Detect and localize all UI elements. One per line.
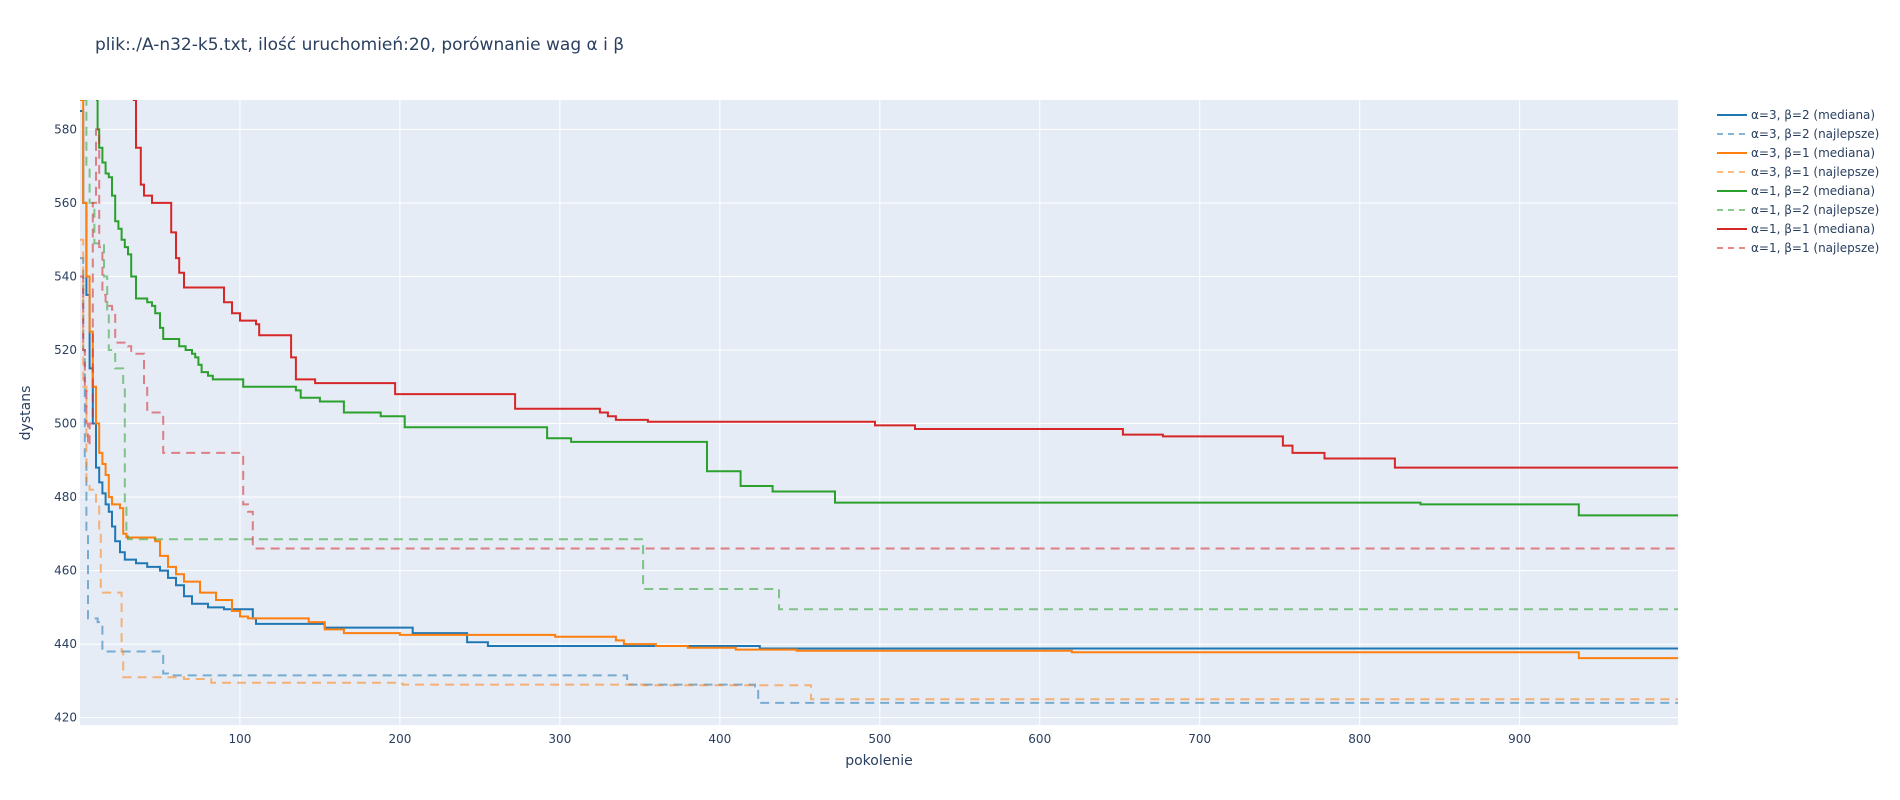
legend-item[interactable]: α=1, β=1 (najlepsze) xyxy=(1717,241,1879,255)
legend-label: α=1, β=1 (mediana) xyxy=(1751,222,1875,236)
series-line-8 xyxy=(80,128,1678,550)
y-tick-label: 440 xyxy=(54,637,77,651)
y-tick-label: 520 xyxy=(54,343,77,357)
series-line-4 xyxy=(80,238,1678,701)
legend-item[interactable]: α=1, β=1 (mediana) xyxy=(1717,222,1875,236)
y-tick-label: 500 xyxy=(54,417,77,431)
legend-item[interactable]: α=3, β=1 (najlepsze) xyxy=(1717,165,1879,179)
series-layer xyxy=(80,100,1678,704)
x-tick-label: 400 xyxy=(708,732,731,746)
legend-item[interactable]: α=1, β=2 (mediana) xyxy=(1717,184,1875,198)
x-tick-label: 100 xyxy=(229,732,252,746)
legend-item[interactable]: α=3, β=1 (mediana) xyxy=(1717,146,1875,160)
y-tick-label: 420 xyxy=(54,711,77,725)
legend-item[interactable]: α=3, β=2 (mediana) xyxy=(1717,108,1875,122)
series-line-7 xyxy=(132,100,1678,469)
legend-item[interactable]: α=1, β=2 (najlepsze) xyxy=(1717,203,1879,217)
x-tick-label: 900 xyxy=(1508,732,1531,746)
legend-item[interactable]: α=3, β=2 (najlepsze) xyxy=(1717,127,1879,141)
x-tick-label: 700 xyxy=(1188,732,1211,746)
y-tick-label: 580 xyxy=(54,122,77,136)
x-tick-label: 800 xyxy=(1348,732,1371,746)
y-axis-title: dystans xyxy=(18,386,34,441)
legend-label: α=3, β=2 (najlepsze) xyxy=(1751,127,1879,141)
x-tick-label: 200 xyxy=(388,732,411,746)
legend-label: α=3, β=2 (mediana) xyxy=(1751,108,1875,122)
series-line-5 xyxy=(96,100,1678,517)
x-axis-title: pokolenie xyxy=(845,753,913,769)
y-tick-label: 560 xyxy=(54,196,77,210)
legend[interactable]: α=3, β=2 (mediana) α=3, β=2 (najlepsze) α=… xyxy=(1717,108,1879,255)
y-tick-label: 480 xyxy=(54,490,77,504)
series-line-3 xyxy=(80,100,1678,660)
x-tick-label: 300 xyxy=(548,732,571,746)
legend-label: α=1, β=1 (najlepsze) xyxy=(1751,241,1879,255)
legend-label: α=1, β=2 (mediana) xyxy=(1751,184,1875,198)
x-tick-label: 500 xyxy=(868,732,891,746)
grid-lines xyxy=(80,100,1678,725)
y-tick-label: 460 xyxy=(54,564,77,578)
x-tick-label: 600 xyxy=(1028,732,1051,746)
chart-title: plik:./A-n32-k5.txt, ilość uruchomień:20… xyxy=(95,35,624,55)
legend-label: α=3, β=1 (najlepsze) xyxy=(1751,165,1879,179)
plot-area xyxy=(80,100,1678,725)
legend-label: α=3, β=1 (mediana) xyxy=(1751,146,1875,160)
series-line-1 xyxy=(80,110,1678,650)
y-tick-label: 540 xyxy=(54,269,77,283)
axis-ticks: 100 200 300 400 500 600 700 800 900 420 440 460 480 5… xyxy=(54,122,1531,746)
legend-label: α=1, β=2 (najlepsze) xyxy=(1751,203,1879,217)
